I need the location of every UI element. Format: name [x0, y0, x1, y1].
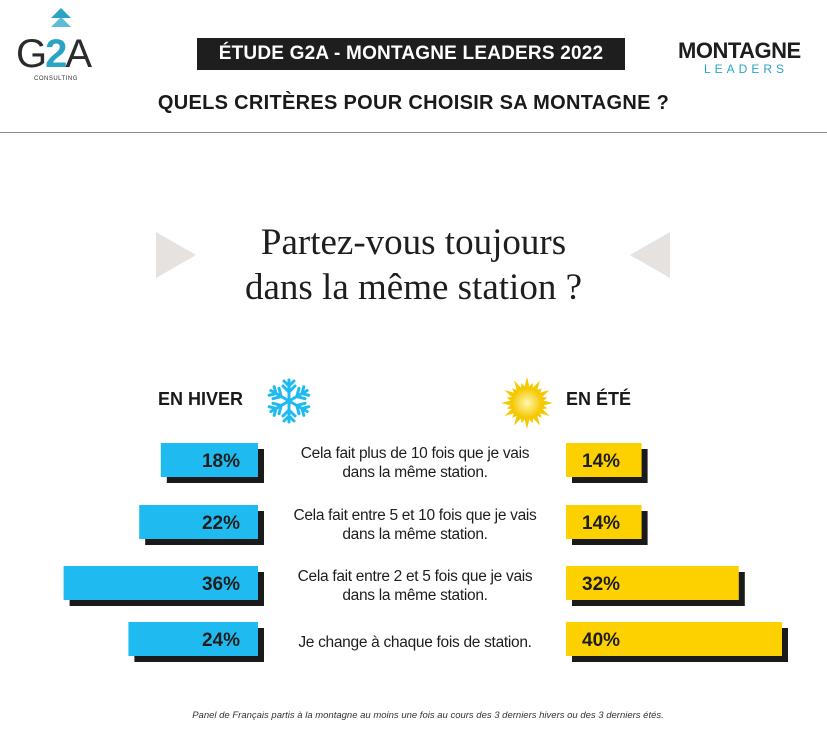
sun-ray: [512, 410, 520, 418]
sun-icon: [501, 377, 553, 429]
winter-bar: [63, 566, 258, 600]
category-label-line: Cela fait entre 5 et 10 fois que je vais: [293, 507, 537, 524]
summer-bar-value: 40%: [582, 630, 620, 651]
winter-bar: [160, 443, 258, 477]
category-label-line: dans la même station.: [342, 526, 488, 543]
g2a-logo-subtitle: CONSULTING: [34, 76, 78, 82]
question-line-2: dans la même station ?: [244, 267, 582, 308]
sun-ray: [512, 388, 520, 396]
sun-ray: [534, 388, 542, 396]
winter-bar-value: 18%: [202, 451, 240, 472]
montagne-leaders-logo-top: MONTAGNE: [678, 38, 801, 63]
summer-bar: [566, 566, 739, 600]
winter-bar-value: 36%: [202, 574, 240, 595]
winter-bar: [139, 505, 258, 539]
category-label: Cela fait entre 5 et 10 fois que je vais…: [275, 506, 555, 544]
montagne-leaders-logo: MONTAGNE LEADERS: [678, 38, 818, 76]
sun-ray: [523, 416, 531, 429]
summer-column-header: EN ÉTÉ: [566, 389, 632, 409]
winter-bar-value: 22%: [202, 513, 240, 534]
category-label: Je change à chaque fois de station.: [275, 633, 555, 652]
sun-ray: [534, 410, 542, 418]
category-label-line: Cela fait plus de 10 fois que je vais: [300, 445, 530, 462]
category-label-line: dans la même station.: [342, 587, 488, 604]
page-title: QUELS CRITÈRES POUR CHOISIR SA MONTAGNE …: [157, 92, 670, 114]
summer-bar: [566, 443, 642, 477]
question-title: Partez-vous toujours dans la même statio…: [200, 220, 627, 310]
triangle-pointer-left-icon: [630, 232, 670, 278]
summer-bar-value: 14%: [582, 513, 620, 534]
header-divider: [0, 132, 827, 133]
winter-bar: [128, 622, 258, 656]
question-line-1: Partez-vous toujours: [260, 222, 567, 263]
g2a-logo-text: G2A: [16, 32, 92, 76]
winter-column-header: EN HIVER: [158, 389, 244, 409]
g2a-logo: G2A CONSULTING: [12, 8, 107, 82]
summer-bar: [566, 622, 782, 656]
montagne-leaders-logo-bottom: LEADERS: [704, 62, 789, 76]
triangle-pointer-right-icon: [156, 232, 196, 278]
category-label-line: Cela fait entre 2 et 5 fois que je vais: [297, 568, 533, 585]
sun-ray: [540, 399, 553, 407]
study-banner: ÉTUDE G2A - MONTAGNE LEADERS 2022: [197, 38, 625, 70]
summer-bar-value: 32%: [582, 574, 620, 595]
snowflake-icon: [266, 378, 312, 424]
sun-ray: [501, 399, 514, 407]
g2a-logo-triangles-icon: [51, 8, 71, 27]
category-label: Cela fait plus de 10 fois que je vais dan…: [275, 444, 555, 482]
summer-bar-value: 14%: [582, 451, 620, 472]
summer-bar: [566, 505, 642, 539]
category-label-line: dans la même station.: [342, 464, 488, 481]
sun-ray: [523, 377, 531, 390]
category-label: Cela fait entre 2 et 5 fois que je vais d…: [275, 567, 555, 605]
category-label-line: Je change à chaque fois de station.: [298, 633, 532, 651]
winter-bar-value: 24%: [202, 630, 240, 651]
footnote: Panel de Français partis à la montagne a…: [192, 710, 664, 721]
